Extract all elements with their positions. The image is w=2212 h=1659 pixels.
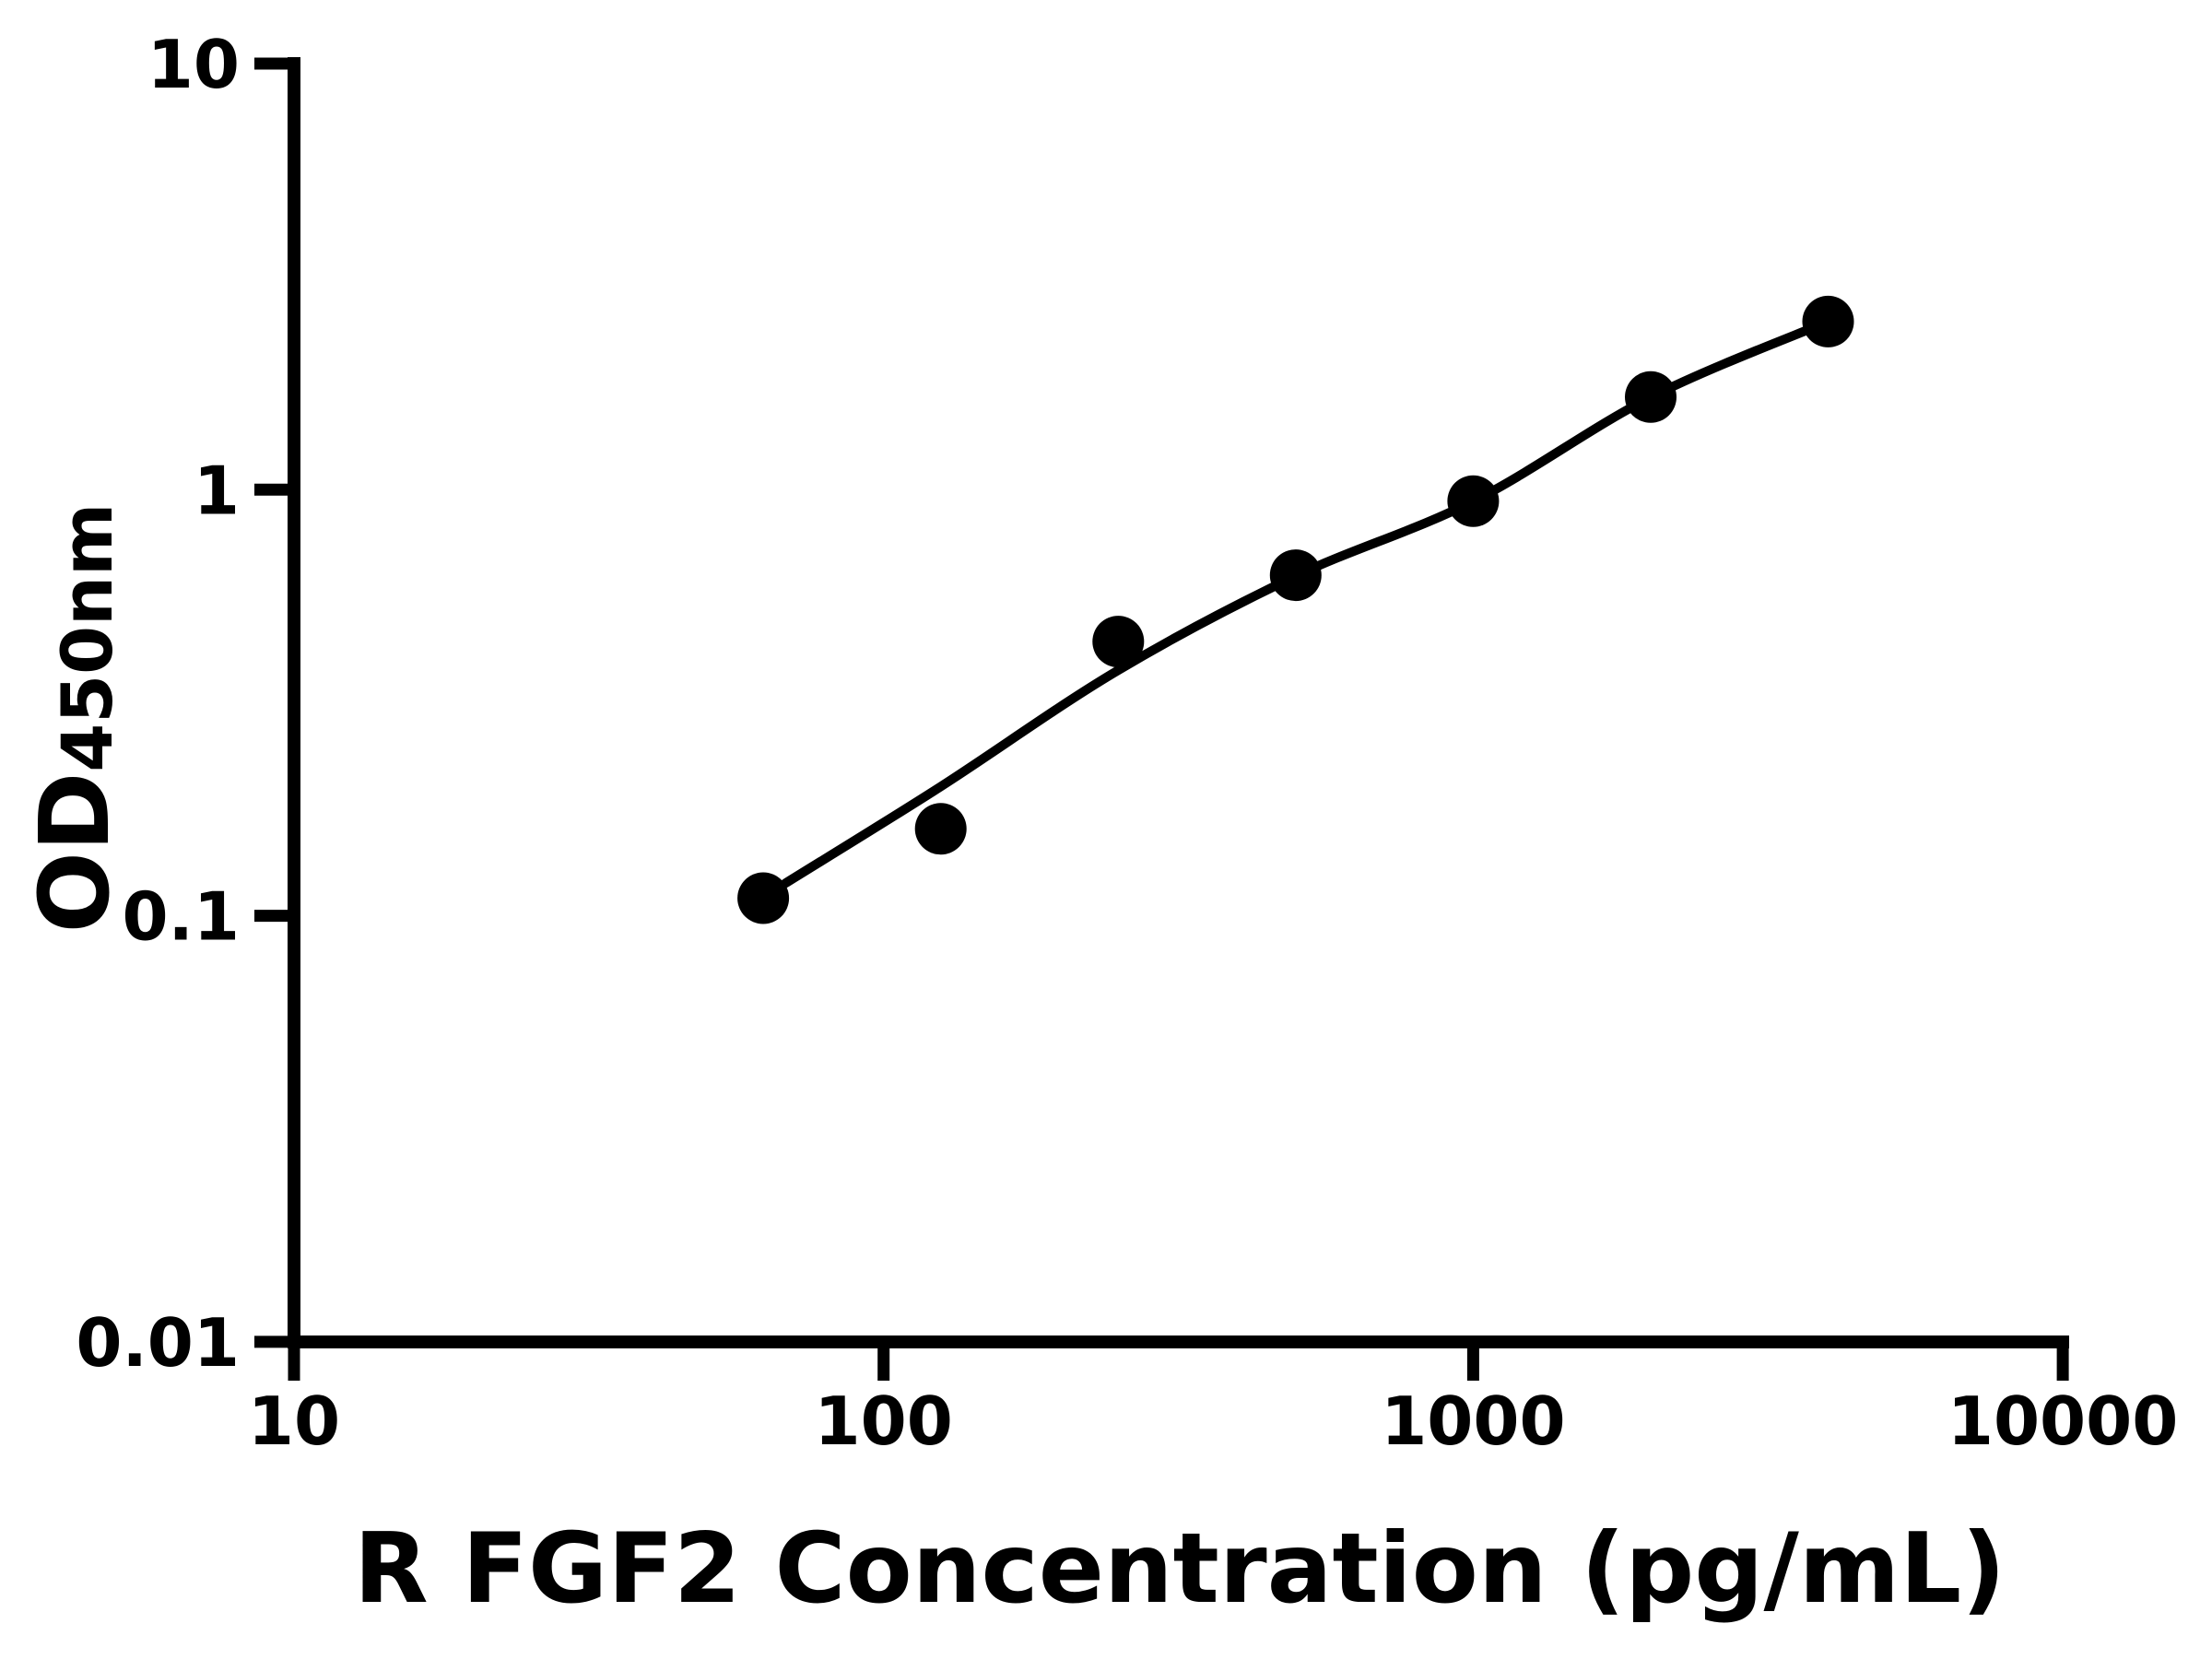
data-point [1625, 371, 1677, 423]
data-point [914, 803, 967, 855]
y-tick-label: 0.01 [76, 1304, 240, 1382]
x-tick-label: 10 [248, 1382, 340, 1460]
y-axis-ticks [254, 57, 294, 1348]
y-axis-title-main: OD [18, 772, 131, 934]
x-tick-label: 1000 [1381, 1382, 1565, 1460]
x-axis-tick-labels: 10 100 1000 10000 [248, 1382, 2178, 1460]
x-tick-label: 10000 [1947, 1382, 2179, 1460]
data-point [1447, 475, 1500, 527]
data-point [1802, 295, 1854, 347]
data-point-markers [737, 295, 1854, 924]
data-point [737, 872, 790, 924]
plot-area [737, 295, 1854, 924]
y-axis-title: OD450nm [18, 503, 131, 934]
axis-labels: 10 1 0.1 0.01 10 100 1000 10000 R FGF2 Concent… [18, 26, 2178, 1625]
data-point [1269, 549, 1322, 602]
y-tick-label: 1 [194, 452, 240, 529]
x-tick-label: 100 [815, 1382, 953, 1460]
y-axis-tick-labels: 10 1 0.1 0.01 [76, 26, 240, 1382]
y-tick-label: 0.1 [122, 878, 240, 956]
x-axis-ticks [288, 1342, 2069, 1381]
y-axis-title-subscript: 450nm [46, 503, 128, 772]
x-axis-title: R FGF2 Concentration (pg/mL) [354, 1512, 2006, 1625]
y-tick-label: 10 [147, 26, 240, 103]
axes [254, 57, 2069, 1381]
data-point [1092, 616, 1145, 668]
